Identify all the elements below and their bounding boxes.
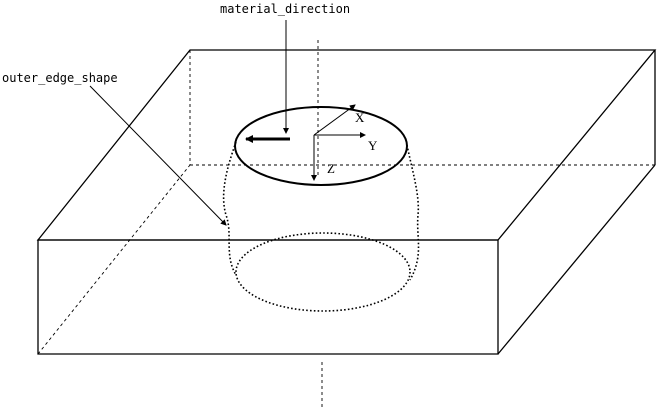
hole-left-profile: [222, 141, 237, 276]
material-direction-label: material_direction: [220, 2, 350, 16]
hole: [222, 106, 420, 312]
outer-edge-shape-label: outer_edge_shape: [2, 71, 118, 85]
x-axis-label: X: [355, 110, 365, 125]
block-visible-edges: [36, 49, 657, 355]
x-axis-arrow: [313, 104, 356, 136]
hole-bottom-ellipse: [235, 232, 411, 312]
z-axis-label: Z: [327, 161, 335, 176]
local-axes: X Y Z: [311, 104, 378, 181]
block-hidden-edges: [37, 50, 655, 355]
block-front-face: [37, 239, 499, 355]
hidden-left-bottom-edge: [37, 164, 191, 355]
block-top-face: [36, 49, 657, 241]
block-right-bottom-edge: [497, 164, 656, 355]
outer-edge-shape-leader: [89, 85, 227, 226]
y-axis-label: Y: [368, 138, 378, 153]
hole-top-ellipse: [234, 106, 408, 186]
center-axis: [317, 40, 323, 410]
